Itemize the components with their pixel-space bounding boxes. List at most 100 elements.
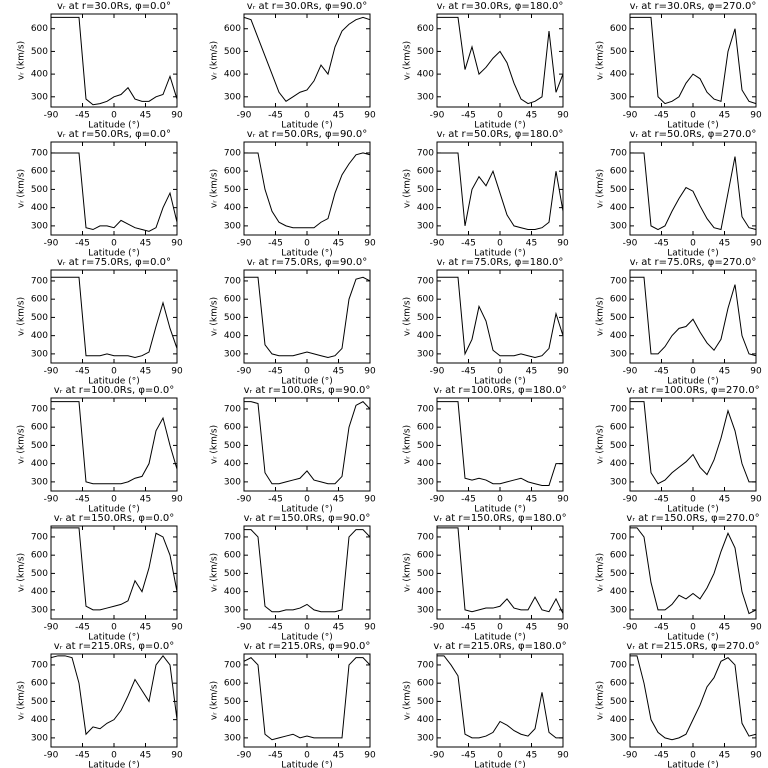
data-line	[630, 276, 757, 357]
y-tick-label: 400	[224, 459, 241, 469]
y-tick-label: 300	[224, 477, 241, 487]
y-tick-label: 500	[417, 47, 434, 57]
x-tick-label: -90	[237, 367, 252, 377]
y-tick-label: 700	[224, 404, 241, 414]
y-tick-label: 300	[610, 733, 627, 743]
y-axis-label: vᵣ (km/s)	[403, 169, 413, 208]
y-tick-label: 600	[610, 423, 627, 433]
y-tick-label: 300	[417, 477, 434, 487]
x-tick-label: 0	[690, 495, 696, 505]
y-tick-label: 300	[610, 477, 627, 487]
data-line	[630, 527, 757, 615]
panel-title: vᵣ at r=75.0Rs, φ=270.0°	[630, 257, 757, 268]
x-axis-label: Latitude (°)	[281, 505, 332, 515]
y-tick-label: 300	[224, 92, 241, 102]
y-tick-label: 600	[610, 551, 627, 561]
y-tick-label: 700	[610, 404, 627, 414]
panel: vᵣ at r=75.0Rs, φ=90.0° -90 -45 0 45 90 300 400…	[210, 257, 376, 387]
x-tick-label: -90	[430, 367, 445, 377]
y-tick-label: 500	[417, 569, 434, 579]
y-tick-label: 600	[417, 167, 434, 177]
x-tick-label: 0	[111, 239, 117, 249]
plot-frame	[243, 269, 371, 364]
x-tick-label: 45	[333, 751, 344, 761]
data-line	[437, 152, 564, 231]
data-line	[50, 654, 178, 736]
y-tick-label: 400	[417, 715, 434, 725]
y-axis-label: vᵣ (km/s)	[210, 425, 220, 464]
x-tick-label: 45	[526, 239, 537, 249]
x-axis-label: Latitude (°)	[474, 505, 525, 515]
plot-frame	[243, 397, 371, 492]
y-axis-label: vᵣ (km/s)	[17, 169, 27, 208]
panel-title: vᵣ at r=30.0Rs, φ=0.0°	[57, 1, 171, 12]
y-tick-label: 700	[31, 276, 48, 286]
y-tick-label: 600	[224, 24, 241, 34]
x-tick-label: -45	[654, 239, 669, 249]
y-tick-label: 300	[417, 605, 434, 615]
x-axis-label: Latitude (°)	[474, 633, 525, 643]
x-tick-label: -90	[430, 495, 445, 505]
y-tick-label: 400	[31, 715, 48, 725]
panel-title: vᵣ at r=150.0Rs, φ=90.0°	[244, 513, 371, 524]
y-tick-label: 500	[31, 313, 48, 323]
y-tick-label: 400	[610, 331, 627, 341]
x-tick-label: 45	[333, 367, 344, 377]
y-tick-label: 400	[31, 587, 48, 597]
x-tick-label: 45	[333, 239, 344, 249]
y-tick-label: 400	[610, 70, 627, 80]
y-axis-label: vᵣ (km/s)	[210, 297, 220, 336]
y-tick-label: 600	[224, 551, 241, 561]
y-tick-label: 300	[224, 605, 241, 615]
plot-frame	[436, 397, 564, 492]
y-tick-label: 400	[610, 715, 627, 725]
x-tick-label: -90	[237, 239, 252, 249]
x-tick-label: 0	[304, 239, 310, 249]
x-tick-label: 90	[171, 623, 183, 633]
x-tick-label: 90	[557, 111, 569, 121]
y-tick-label: 400	[31, 331, 48, 341]
x-tick-label: -90	[237, 623, 252, 633]
x-tick-label: -45	[75, 239, 90, 249]
panel: vᵣ at r=150.0Rs, φ=90.0° -90 -45 0 45 90 300 40…	[210, 513, 376, 643]
y-tick-label: 400	[224, 70, 241, 80]
y-tick-label: 500	[224, 313, 241, 323]
x-tick-label: -90	[430, 111, 445, 121]
data-line	[51, 276, 178, 359]
y-tick-label: 700	[31, 660, 48, 670]
plot-frame	[629, 653, 757, 748]
y-tick-label: 400	[610, 459, 627, 469]
y-tick-label: 500	[610, 697, 627, 707]
y-tick-label: 600	[31, 551, 48, 561]
x-tick-label: 45	[333, 623, 344, 633]
y-tick-label: 400	[224, 715, 241, 725]
y-axis-label: vᵣ (km/s)	[210, 41, 220, 80]
y-axis-label: vᵣ (km/s)	[17, 681, 27, 720]
y-tick-label: 600	[224, 295, 241, 305]
y-tick-label: 300	[610, 221, 627, 231]
x-tick-label: 90	[171, 111, 183, 121]
x-axis-label: Latitude (°)	[281, 249, 332, 259]
y-tick-label: 500	[417, 185, 434, 195]
x-tick-label: 45	[719, 239, 730, 249]
x-tick-label: 45	[140, 111, 151, 121]
panel-title: vᵣ at r=215.0Rs, φ=90.0°	[244, 641, 371, 652]
y-axis-label: vᵣ (km/s)	[596, 553, 606, 592]
panel-title: vᵣ at r=150.0Rs, φ=180.0°	[433, 513, 566, 524]
panel: vᵣ at r=100.0Rs, φ=90.0° -90 -45 0 45 90 300 40…	[210, 385, 376, 515]
x-tick-label: 90	[557, 239, 569, 249]
panel-title: vᵣ at r=100.0Rs, φ=270.0°	[626, 385, 759, 396]
y-tick-label: 500	[417, 441, 434, 451]
panel: vᵣ at r=75.0Rs, φ=0.0° -90 -45 0 45 90 300 400 5…	[17, 257, 183, 387]
y-tick-label: 700	[610, 148, 627, 158]
plot-frame	[436, 141, 564, 236]
data-line	[51, 527, 178, 611]
y-tick-label: 400	[417, 331, 434, 341]
x-tick-label: -45	[268, 367, 283, 377]
x-tick-label: 0	[690, 367, 696, 377]
x-axis-label: Latitude (°)	[281, 761, 332, 768]
x-axis-label: Latitude (°)	[88, 377, 139, 387]
x-tick-label: 45	[719, 751, 730, 761]
plot-frame	[436, 653, 564, 748]
panel-title: vᵣ at r=215.0Rs, φ=180.0°	[433, 641, 566, 652]
